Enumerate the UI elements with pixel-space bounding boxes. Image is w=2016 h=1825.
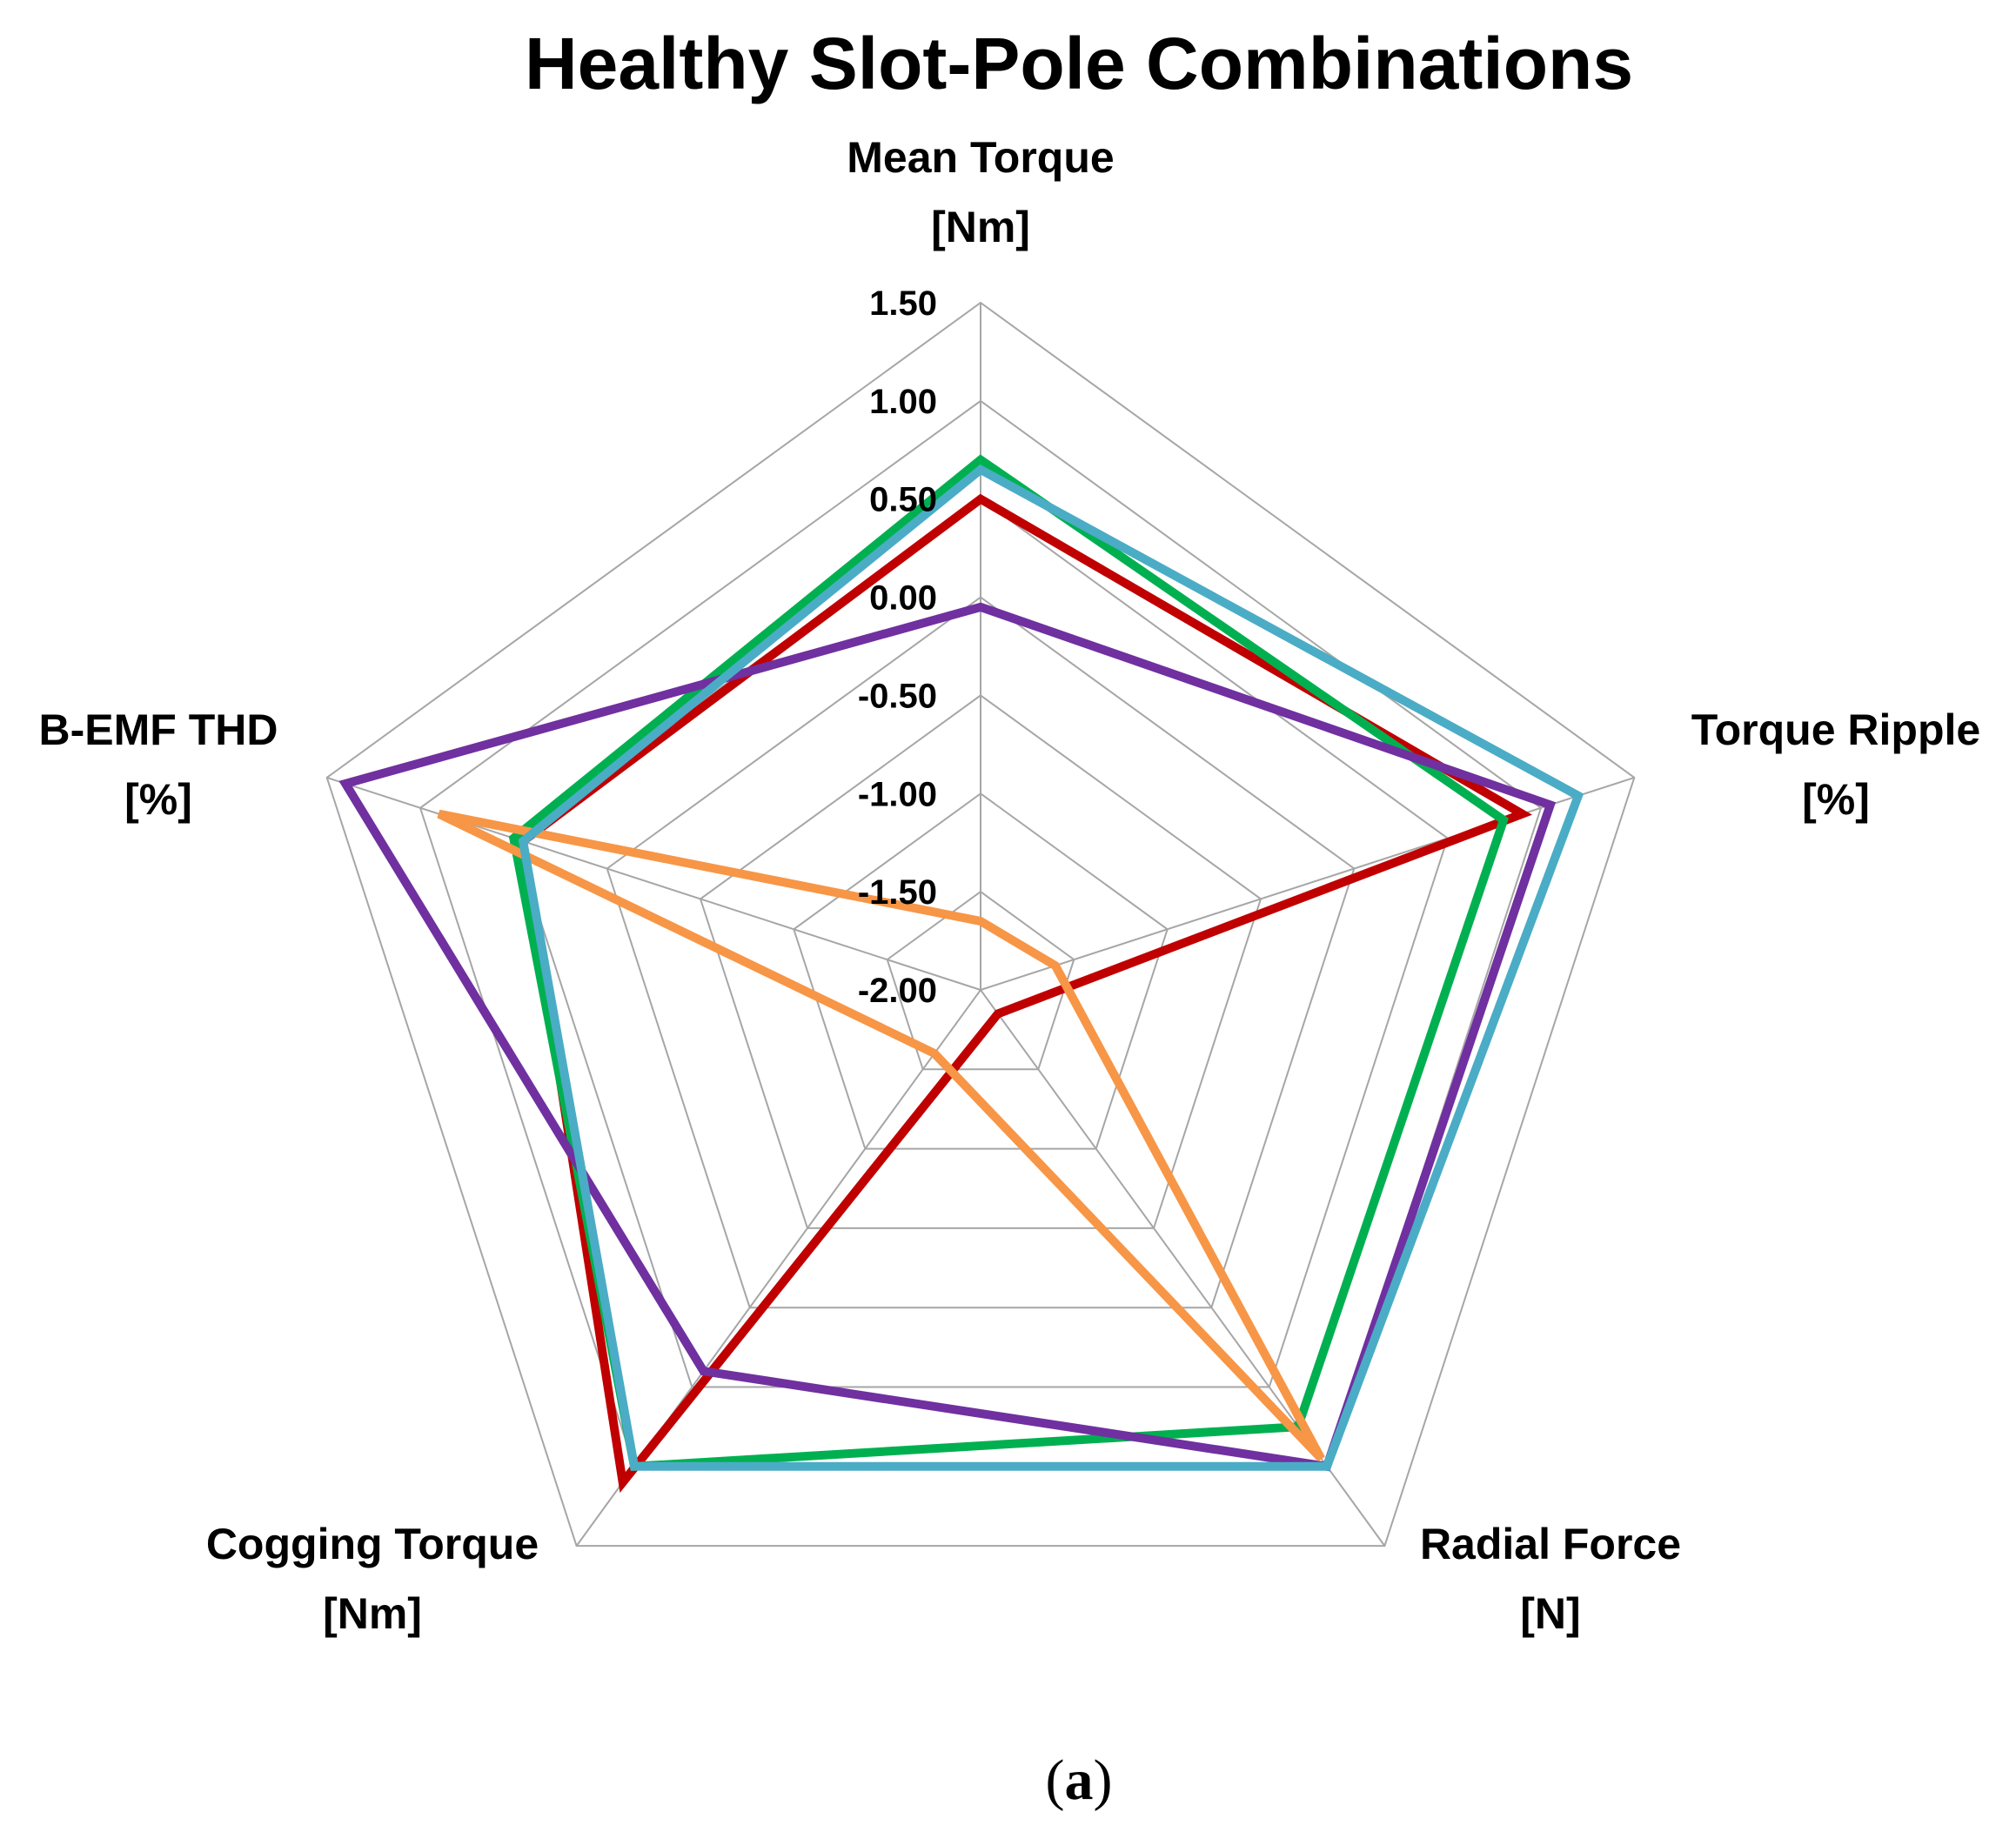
tick-label-2: -1.00 [858,775,937,813]
axis-label-torque-ripple: Torque Ripple [1691,705,1980,754]
axis-unit-mean-torque: [Nm] [931,203,1030,251]
axis-unit-cogging-torque: [Nm] [323,1589,422,1638]
tick-label-5: 0.50 [869,481,937,519]
grid-ring-3 [699,694,1263,1229]
tick-label-6: 1.00 [869,383,937,421]
series-line-5 [518,464,1584,1471]
tick-label-0: -2.00 [858,972,937,1010]
axis-label-mean-torque: Mean Torque [847,133,1114,182]
axis-label-radial-force: Radial Force [1420,1520,1681,1568]
tick-label-1: -1.50 [858,873,937,912]
axis-unit-radial-force: [N] [1520,1589,1580,1638]
axis-label-cogging-torque: Cogging Torque [206,1520,539,1568]
grid-ring-4 [606,596,1356,1309]
grid-ring-7 [325,301,1636,1548]
series-line-3 [338,602,1557,1472]
grid-ring-1 [886,890,1075,1071]
radar-tick-labels: -2.00 -1.50 -1.00 -0.50 0.00 0.50 1.00 1.50 [858,284,937,1010]
figure-caption: (a) [1046,1748,1113,1812]
tick-label-7: 1.50 [869,284,937,323]
chart-title: Healthy Slot-Pole Combinations [525,23,1633,104]
tick-label-3: -0.50 [858,677,937,715]
spoke-torque-ripple [980,776,1635,991]
axis-label-b-emf-thd: B-EMF THD [39,705,278,754]
spoke-b-emf-thd [326,776,981,991]
series-line-2 [508,454,1510,1472]
grid-ring-2 [793,792,1169,1150]
axis-unit-b-emf-thd: [%] [124,775,192,824]
radar-series [338,454,1584,1494]
tick-label-4: 0.00 [869,579,937,618]
axis-unit-torque-ripple: [%] [1802,775,1870,824]
